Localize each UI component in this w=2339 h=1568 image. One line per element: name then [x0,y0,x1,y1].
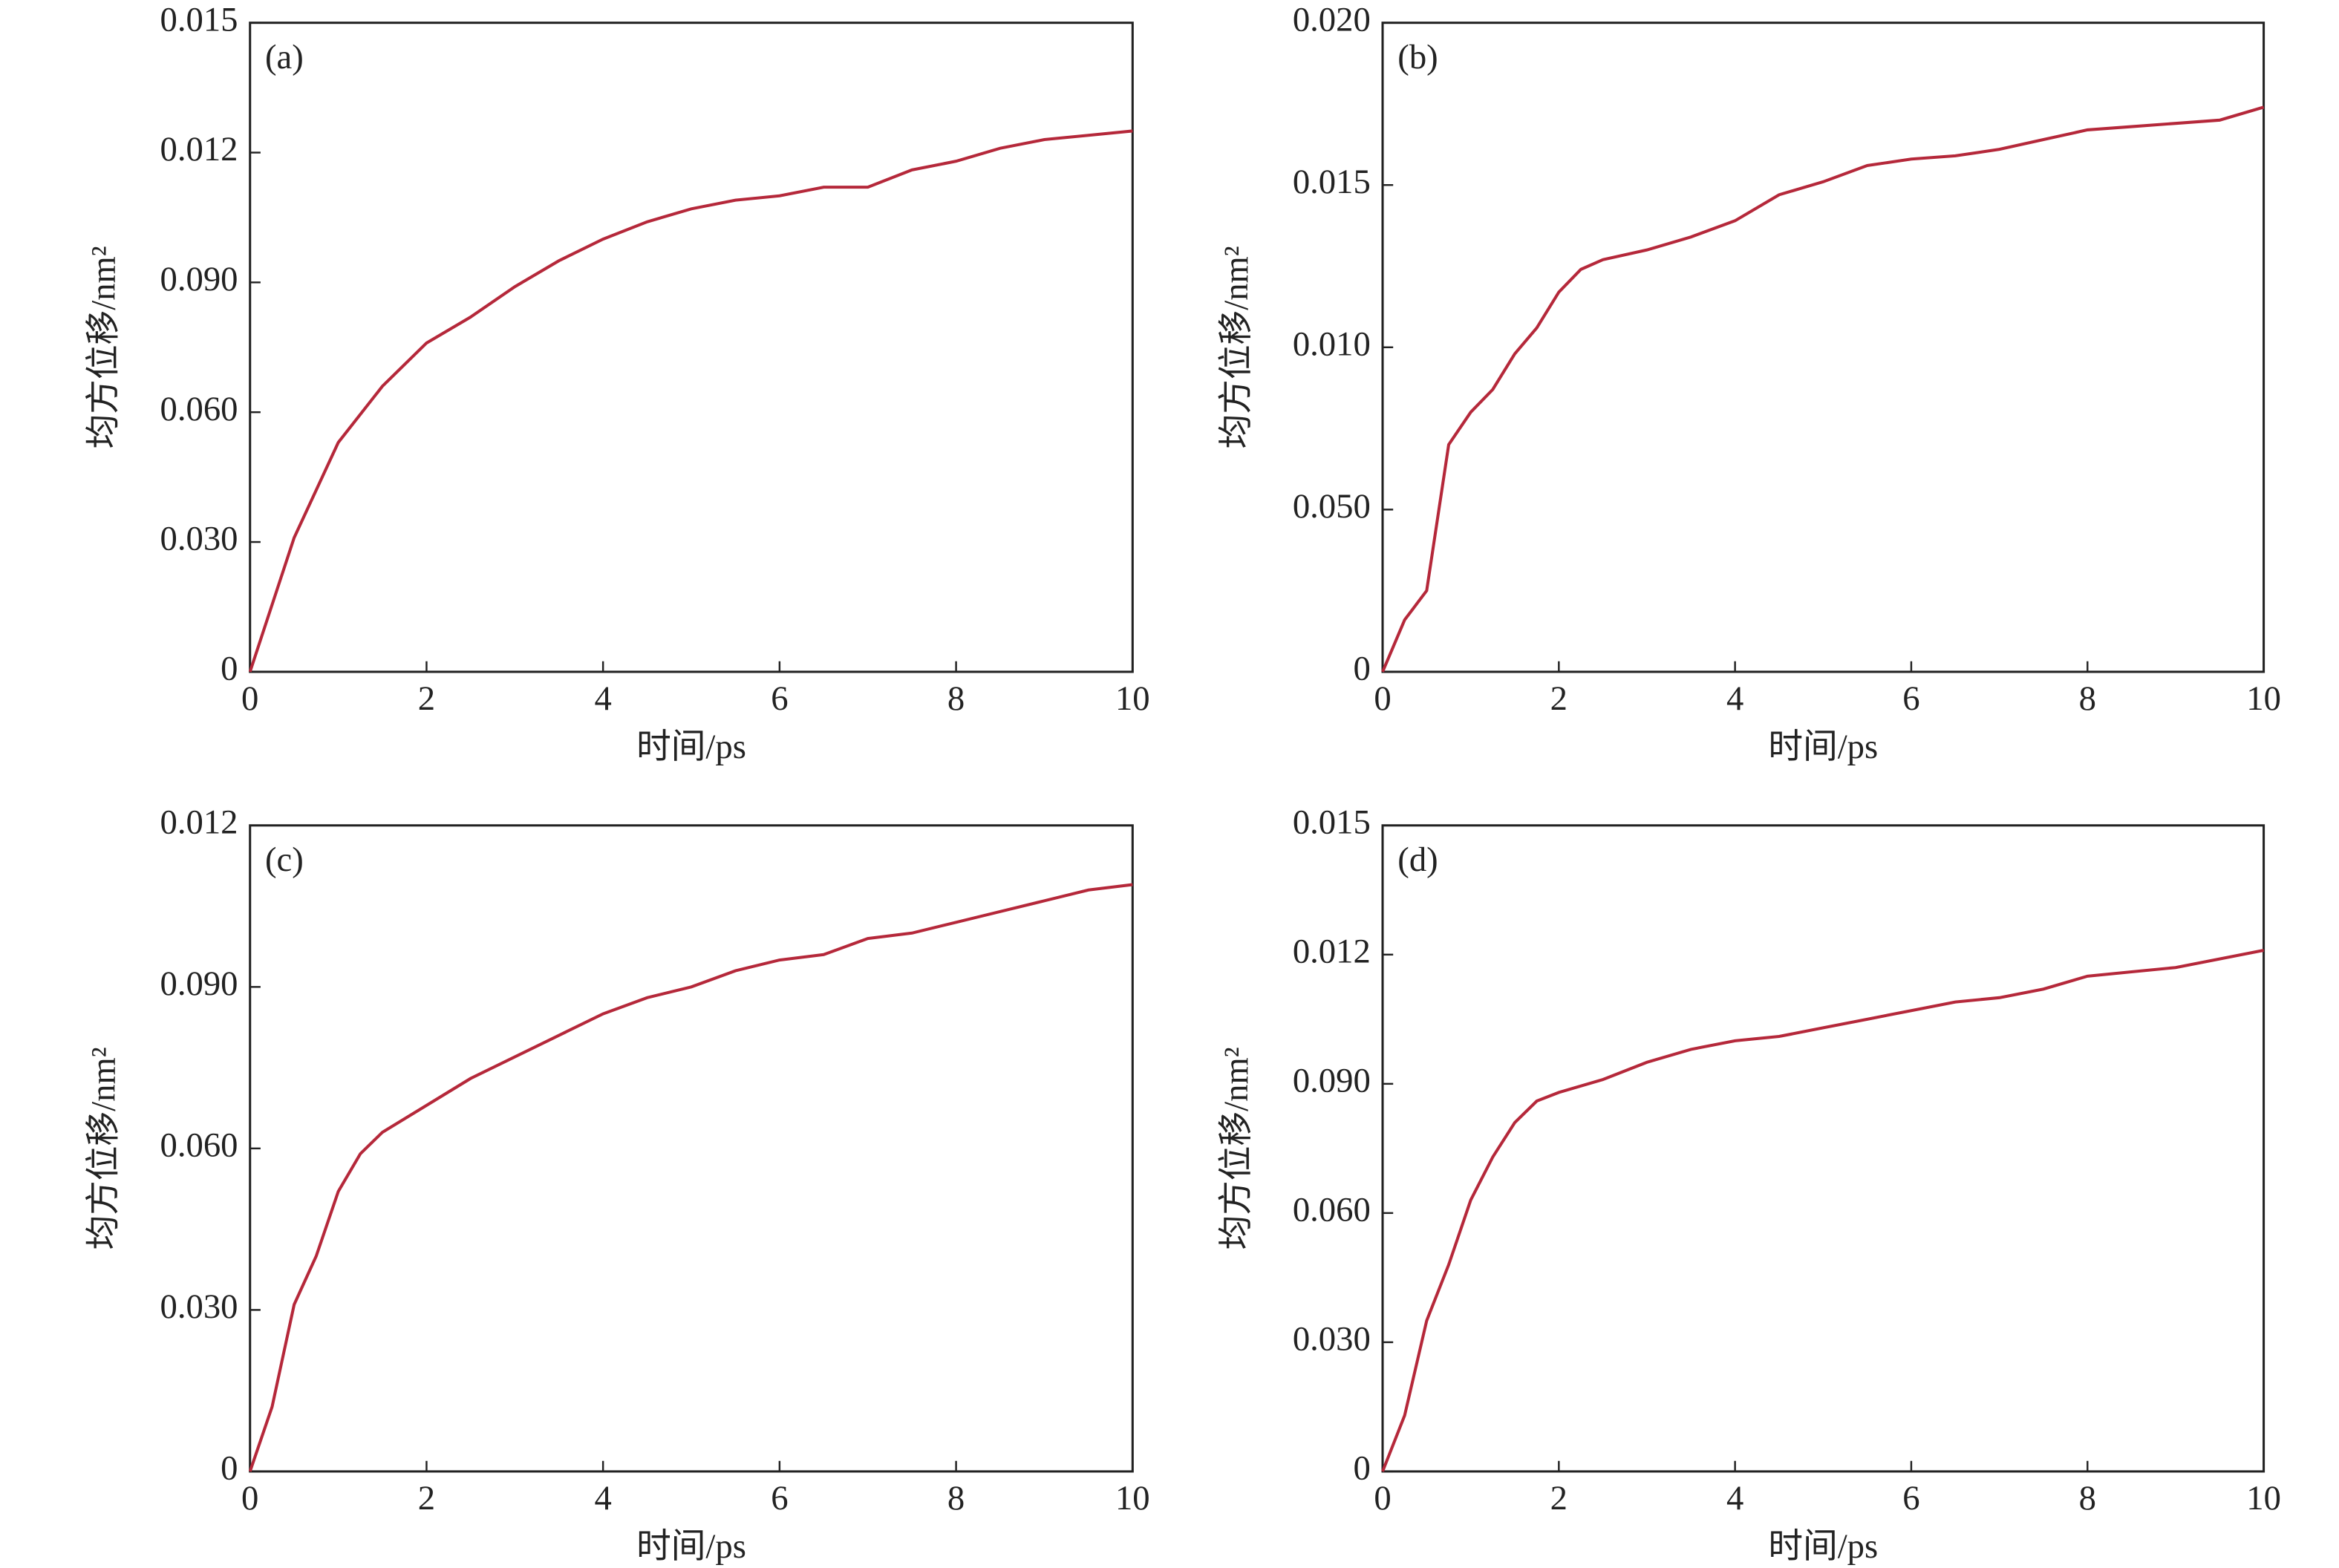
x-tick-label: 0 [1374,679,1391,718]
x-tick-label: 8 [2079,679,2096,718]
x-tick-label: 10 [2246,679,2281,718]
x-tick-label: 8 [2079,1479,2096,1518]
x-tick-label: 0 [241,679,258,718]
y-tick-label: 0.010 [1293,324,1371,363]
y-tick-label: 0.030 [160,520,238,558]
panel-label: (b) [1397,38,1438,76]
y-tick-label: 0.060 [1293,1191,1371,1229]
y-tick-label: 0.012 [1293,932,1371,971]
y-tick-label: 0.060 [160,1126,238,1165]
x-tick-label: 0 [1374,1479,1391,1518]
data-line [1381,105,2265,673]
x-tick-label: 10 [1115,1479,1150,1518]
x-tick-label: 4 [594,679,611,718]
x-tick-label: 6 [1902,679,1919,718]
y-tick-label: 0.020 [1293,0,1371,39]
y-tick-label: 0.012 [160,130,238,169]
x-tick-label: 10 [1115,679,1150,718]
x-tick-label: 6 [771,679,788,718]
y-tick-label: 0.060 [160,390,238,428]
panel-label: (d) [1397,840,1438,879]
y-tick-label: 0.090 [160,964,238,1003]
y-tick-label: 0 [1353,650,1370,688]
plot-frame [249,22,1134,673]
y-tick-label: 0.090 [160,260,238,298]
y-tick-label: 0 [221,650,238,688]
y-axis-label: 均方位移/nm² [1217,246,1256,448]
y-tick-label: 0 [1353,1449,1370,1488]
x-tick-label: 8 [947,679,965,718]
y-tick-label: 0.015 [1293,803,1371,841]
y-tick-label: 0.012 [160,803,238,841]
plot-frame [1381,824,2265,1473]
data-line [248,129,1133,673]
panel-label: (a) [265,38,304,76]
x-tick-label: 4 [1726,679,1743,718]
x-axis-label: 时间/ps [1768,728,1878,766]
x-tick-label: 2 [1550,1479,1568,1518]
y-tick-label: 0.015 [160,0,238,39]
x-axis-label: 时间/ps [636,1527,746,1566]
y-tick-label: 0.050 [1293,487,1371,526]
x-tick-label: 4 [594,1479,611,1518]
x-tick-label: 6 [1902,1479,1919,1518]
x-tick-label: 2 [418,679,435,718]
y-tick-label: 0.015 [1293,163,1371,201]
x-axis-label: 时间/ps [1768,1527,1878,1566]
data-line [1381,949,2264,1472]
y-axis-label: 均方位移/nm² [85,1047,123,1250]
plot-frame [249,824,1134,1473]
x-tick-label: 10 [2246,1479,2281,1518]
panel-label: (c) [265,840,304,879]
x-tick-label: 2 [418,1479,435,1518]
x-tick-label: 2 [1550,679,1568,718]
x-tick-label: 4 [1726,1479,1743,1518]
x-tick-label: 8 [947,1479,965,1518]
y-axis-label: 均方位移/nm² [85,246,123,448]
x-axis-label: 时间/ps [636,728,746,766]
y-tick-label: 0.090 [1293,1062,1371,1100]
y-axis-label: 均方位移/nm² [1217,1047,1256,1250]
x-tick-label: 6 [771,1479,788,1518]
data-line [248,883,1133,1472]
y-tick-label: 0 [221,1449,238,1488]
x-tick-label: 0 [241,1479,258,1518]
y-tick-label: 0.030 [160,1287,238,1326]
plot-frame [1381,22,2265,673]
y-tick-label: 0.030 [1293,1320,1371,1359]
